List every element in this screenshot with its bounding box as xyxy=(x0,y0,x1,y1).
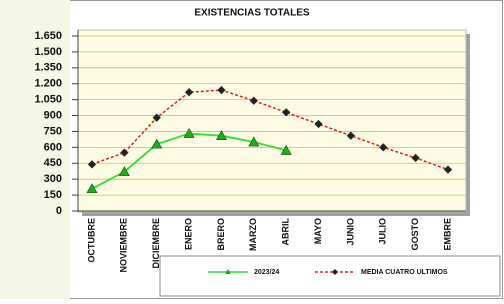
y-tick-label: 150 xyxy=(44,189,62,201)
x-tick-label: ABRIL xyxy=(281,218,291,246)
x-tick-label: EMBRE xyxy=(442,218,452,251)
y-tick-label: 1.350 xyxy=(34,62,62,74)
x-tick-label: NOVIEMBRE xyxy=(119,218,129,273)
y-tick-label: 450 xyxy=(44,157,62,169)
legend-box xyxy=(160,256,500,296)
x-tick-label: MAYO xyxy=(313,218,323,244)
x-tick-label: JUNIO xyxy=(345,218,355,246)
y-tick-label: 900 xyxy=(44,109,62,121)
x-tick-label: JULIO xyxy=(378,218,388,245)
x-tick-label: OCTUBRE xyxy=(86,218,96,263)
y-tick-label: 750 xyxy=(44,125,62,137)
y-tick-label: 300 xyxy=(44,173,62,185)
y-tick-label: 1.500 xyxy=(34,46,62,58)
y-tick-label: 1.050 xyxy=(34,94,62,106)
x-tick-label: DICIEMBRE xyxy=(151,218,161,269)
y-tick-label: 0 xyxy=(56,205,62,217)
x-tick-label: ENERO xyxy=(183,218,193,250)
x-tick-label: GOSTO xyxy=(410,218,420,250)
y-tick-label: 1.650 xyxy=(34,30,62,42)
x-tick-label: MARZO xyxy=(248,218,258,251)
chart: EXISTENCIAS TOTALES 0 150 300 450 600 750 900 1… xyxy=(0,0,504,299)
x-tick-label: BRERO xyxy=(216,218,226,251)
y-tick-label: 1.200 xyxy=(34,78,62,90)
y-tick-label: 600 xyxy=(44,141,62,153)
chart-title: EXISTENCIAS TOTALES xyxy=(194,8,310,19)
plot-area xyxy=(78,30,466,212)
legend-label: 2023/24 xyxy=(254,269,279,276)
legend-label: MEDIA CUATRO ULTIMOS xyxy=(361,269,448,276)
